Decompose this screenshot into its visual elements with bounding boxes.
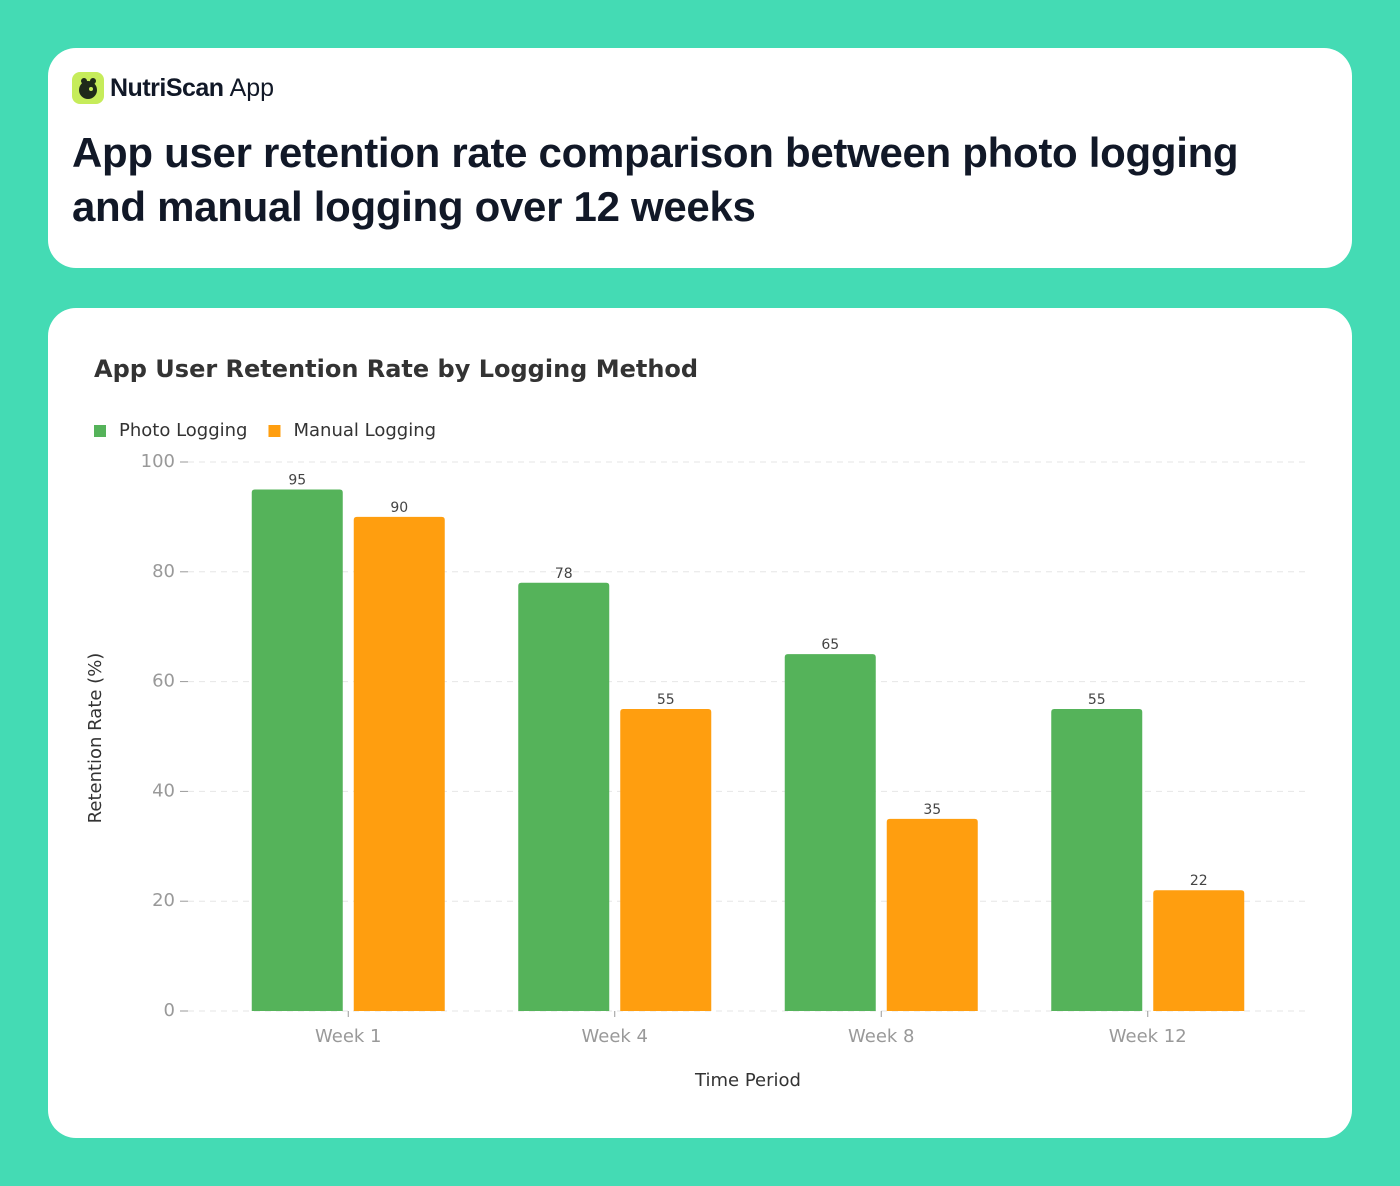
- bar: [886, 818, 978, 1011]
- bar: [1153, 890, 1245, 1011]
- value-label: 78: [555, 566, 573, 582]
- x-tick-label: Week 1: [315, 1026, 382, 1047]
- y-tick-label: 60: [152, 671, 175, 692]
- bar: [251, 489, 343, 1011]
- y-tick-label: 0: [164, 1000, 175, 1021]
- brand: NutriScan App: [72, 72, 274, 104]
- value-label: 35: [923, 802, 941, 818]
- chart: App User Retention Rate by Logging Metho…: [85, 355, 1308, 1091]
- legend-swatch: [94, 425, 106, 437]
- x-axis-label: Time Period: [694, 1070, 801, 1091]
- value-label: 22: [1190, 873, 1208, 889]
- chart-title: App User Retention Rate by Logging Metho…: [94, 355, 698, 383]
- bar: [1051, 709, 1143, 1011]
- value-label: 90: [390, 500, 408, 516]
- value-label: 55: [657, 692, 675, 708]
- brand-name: NutriScan: [110, 73, 224, 102]
- page-title: App user retention rate comparison betwe…: [72, 129, 1239, 230]
- x-tick-label: Week 8: [848, 1026, 915, 1047]
- value-label: 55: [1088, 692, 1106, 708]
- legend-swatch: [268, 425, 281, 437]
- x-tick-label: Week 12: [1109, 1026, 1187, 1047]
- header-card: NutriScan App App user retention rate co…: [48, 48, 1352, 268]
- value-label: 95: [288, 472, 306, 488]
- y-axis-label: Retention Rate (%): [85, 653, 106, 824]
- value-label: 65: [821, 637, 839, 653]
- brand-logo: [72, 72, 104, 104]
- bar: [353, 516, 445, 1011]
- y-tick-label: 100: [141, 451, 175, 472]
- legend-label: Photo Logging: [119, 420, 247, 441]
- x-tick-label: Week 4: [582, 1026, 649, 1047]
- chart-card: App User Retention Rate by Logging Metho…: [48, 308, 1352, 1138]
- brand-suffix: App: [229, 73, 275, 102]
- y-tick-label: 20: [152, 890, 175, 911]
- bar: [620, 709, 712, 1011]
- y-tick-label: 40: [152, 780, 175, 801]
- bar: [518, 582, 610, 1011]
- legend-label: Manual Logging: [293, 420, 436, 441]
- bar: [784, 654, 876, 1011]
- y-tick-label: 80: [152, 561, 175, 582]
